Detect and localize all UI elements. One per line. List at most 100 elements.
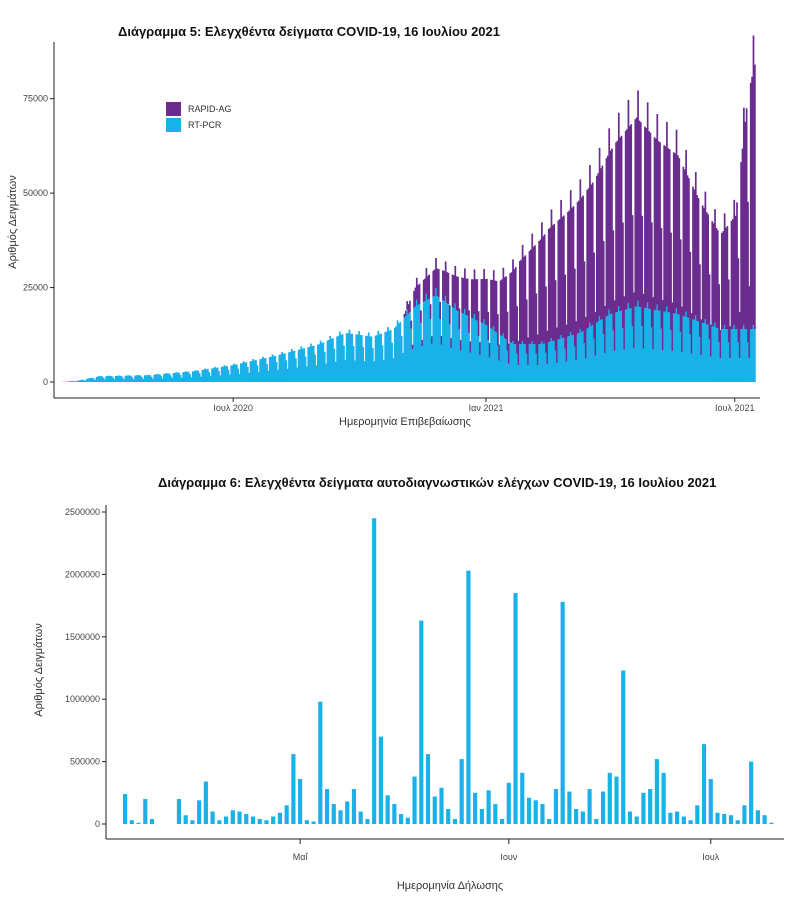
bar-self-test <box>284 805 289 824</box>
bar-rapid-ag <box>613 300 616 351</box>
bar-self-test <box>412 776 417 824</box>
bar-rt-pcr <box>352 346 355 382</box>
bar-rapid-ag <box>686 175 689 318</box>
bar-rt-pcr <box>704 319 707 382</box>
bar-rapid-ag <box>435 257 437 289</box>
bar-rt-pcr <box>572 334 575 382</box>
bar-self-test <box>661 772 666 824</box>
bar-rapid-ag <box>597 173 600 322</box>
bar-self-test <box>338 810 343 824</box>
bar-rt-pcr <box>160 376 163 382</box>
bar-rapid-ag <box>729 326 731 359</box>
bar-rt-pcr <box>411 349 414 382</box>
bar-rapid-ag <box>433 269 436 296</box>
bar-rapid-ag <box>714 209 716 323</box>
bar-rt-pcr <box>171 378 174 382</box>
bar-rt-pcr <box>590 326 593 382</box>
bar-rt-pcr <box>83 380 86 382</box>
bar-rt-pcr <box>710 356 712 382</box>
bar-rt-pcr <box>279 354 282 382</box>
y-tick-label: 2000000 <box>65 569 100 579</box>
bar-rapid-ag <box>663 145 666 312</box>
bar-rt-pcr <box>319 340 322 382</box>
bar-rapid-ag <box>595 175 598 323</box>
chart-5: Διάγραμμα 5: Ελεγχθέντα δείγματα COVID-1… <box>7 24 760 428</box>
bar-self-test <box>264 820 269 824</box>
bar-rt-pcr <box>79 380 81 382</box>
bar-self-test <box>513 593 518 824</box>
bar-rt-pcr <box>382 359 385 382</box>
bar-rt-pcr <box>672 313 675 382</box>
bar-rt-pcr <box>451 307 454 382</box>
bar-rapid-ag <box>549 227 551 342</box>
bar-rt-pcr <box>582 331 584 382</box>
bar-rt-pcr <box>136 374 139 382</box>
bar-self-test <box>271 816 276 824</box>
bar-rt-pcr <box>227 369 230 382</box>
bar-rt-pcr <box>439 319 442 382</box>
bar-rt-pcr <box>440 344 443 382</box>
legend-swatch-rt-pcr <box>166 118 181 132</box>
bar-rt-pcr <box>128 375 131 382</box>
bar-rt-pcr <box>701 322 704 382</box>
bar-self-test <box>473 792 478 824</box>
bar-rapid-ag <box>494 280 496 332</box>
bar-rapid-ag <box>699 264 701 337</box>
bar-rt-pcr <box>252 359 255 382</box>
bar-rt-pcr <box>428 298 431 382</box>
bar-rt-pcr <box>446 303 448 382</box>
bar-rt-pcr <box>729 358 731 382</box>
bar-rapid-ag <box>503 277 506 339</box>
bar-rt-pcr <box>75 381 77 382</box>
bar-rapid-ag <box>568 210 571 337</box>
bar-rt-pcr <box>186 371 189 382</box>
bar-rt-pcr <box>472 318 474 382</box>
bar-rt-pcr <box>499 335 502 382</box>
bar-self-test <box>190 820 195 824</box>
x-tick-label: Ιαν 2021 <box>469 403 504 413</box>
bar-rt-pcr <box>744 329 747 382</box>
bar-rt-pcr <box>198 373 201 382</box>
bar-rt-pcr <box>244 362 246 382</box>
bar-rapid-ag <box>414 287 417 307</box>
bar-rt-pcr <box>749 329 752 382</box>
bar-rapid-ag <box>681 306 683 353</box>
bar-rapid-ag <box>721 232 723 330</box>
x-tick-label: Ιουν <box>500 852 517 862</box>
chart-6-y-label: Αριθμός Δειγμάτων <box>33 623 45 717</box>
bar-rapid-ag <box>481 279 484 324</box>
bar-rapid-ag <box>675 129 678 309</box>
bar-self-test <box>217 820 222 824</box>
bar-rt-pcr <box>553 340 556 382</box>
bar-rt-pcr <box>340 334 343 382</box>
bar-rt-pcr <box>741 329 744 382</box>
bar-rt-pcr <box>366 335 369 382</box>
bar-rapid-ag <box>692 186 694 320</box>
bar-rt-pcr <box>175 372 178 382</box>
bar-rt-pcr <box>509 342 512 382</box>
bar-rapid-ag <box>716 230 719 329</box>
bar-rapid-ag <box>525 299 528 354</box>
bar-rt-pcr <box>161 378 164 382</box>
bar-rt-pcr <box>730 329 733 382</box>
bar-rt-pcr <box>738 358 741 382</box>
bar-rt-pcr <box>542 343 545 382</box>
bar-rt-pcr <box>257 371 260 382</box>
bar-self-test <box>223 816 229 824</box>
bar-rt-pcr <box>318 344 321 382</box>
bar-rt-pcr <box>229 374 231 382</box>
bar-rt-pcr <box>197 370 200 382</box>
bar-rapid-ag <box>465 278 468 316</box>
bar-rt-pcr <box>619 311 622 382</box>
bar-rapid-ag <box>543 234 546 344</box>
bar-rapid-ag <box>521 244 524 342</box>
bar-rt-pcr <box>290 349 293 382</box>
bar-rapid-ag <box>725 227 727 330</box>
bar-rt-pcr <box>289 351 292 382</box>
bar-rt-pcr <box>508 363 510 382</box>
bar-rapid-ag <box>634 119 637 307</box>
bar-rapid-ag <box>491 280 494 330</box>
bar-rt-pcr <box>454 303 457 382</box>
bar-rt-pcr <box>524 344 527 382</box>
bar-rt-pcr <box>539 344 542 382</box>
